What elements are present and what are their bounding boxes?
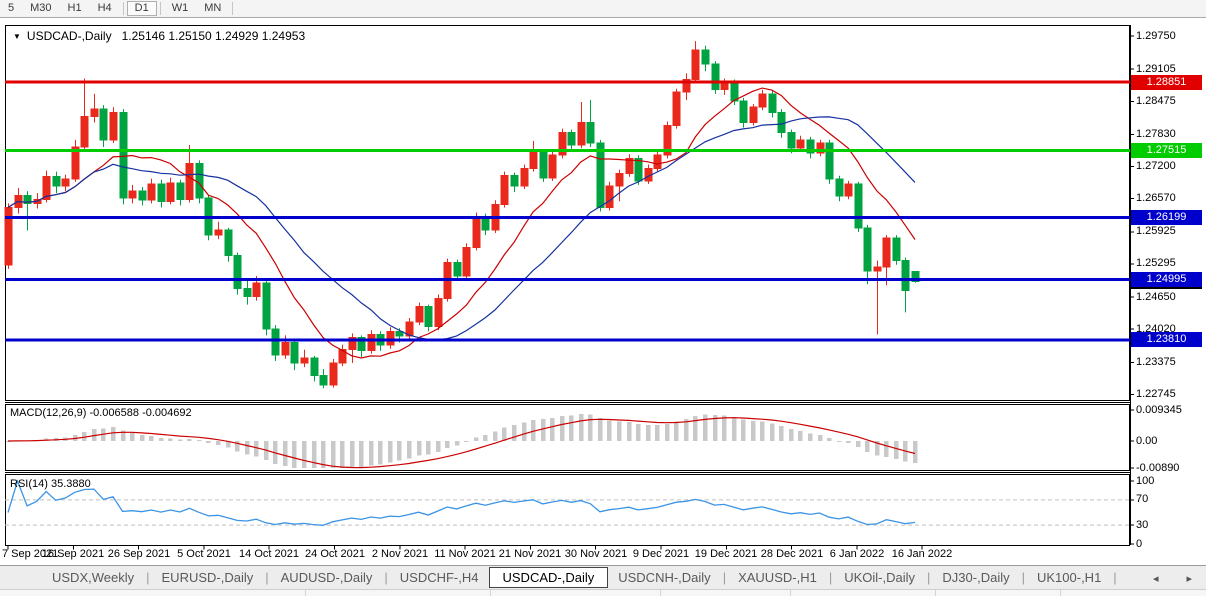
price-tick-label: 1.29750 bbox=[1136, 30, 1176, 42]
tab-scroll-left-icon[interactable]: ◂ bbox=[1152, 572, 1159, 585]
macd-tick-label: 0.00 bbox=[1136, 435, 1158, 447]
symbol-tab-usdx[interactable]: USDX,Weekly bbox=[52, 570, 135, 585]
chart-dropdown-icon[interactable]: ▼ bbox=[13, 32, 21, 41]
statusbar-cell-separator bbox=[305, 590, 306, 596]
timeframe-toolbar: 5 M30 H1 H4 D1 W1 MN bbox=[0, 0, 1206, 18]
date-tick-label: 9 Dec 2021 bbox=[632, 548, 690, 560]
symbol-tab-dj30[interactable]: DJ30-,Daily bbox=[942, 570, 1010, 585]
date-tick-label: 5 Oct 2021 bbox=[177, 548, 231, 560]
date-tick-label: 26 Sep 2021 bbox=[107, 548, 171, 560]
price-tick-label: 1.28475 bbox=[1136, 95, 1176, 107]
date-tick-label: 14 Oct 2021 bbox=[239, 548, 299, 560]
price-tick-label: 1.25295 bbox=[1136, 257, 1176, 269]
rsi-tick-label: 100 bbox=[1136, 475, 1155, 487]
tab-separator: | bbox=[384, 570, 388, 585]
price-tick-label: 1.22745 bbox=[1136, 388, 1176, 400]
ma-fast-line bbox=[7, 87, 916, 359]
timeframe-button-h4[interactable]: H4 bbox=[97, 2, 112, 14]
chart-ohlc-values: 1.25146 1.25150 1.24929 1.24953 bbox=[121, 29, 306, 43]
date-tick-label: 7 Sep 2021 bbox=[2, 548, 59, 560]
timeframe-button-d1[interactable]: D1 bbox=[126, 1, 157, 16]
tab-separator: | bbox=[1021, 570, 1025, 585]
symbol-tab-uk100[interactable]: UK100-,H1 bbox=[1036, 570, 1102, 585]
statusbar-cell-separator bbox=[490, 590, 491, 596]
price-tick-label: 1.27830 bbox=[1136, 128, 1176, 140]
tab-separator: | bbox=[722, 570, 727, 585]
tab-separator: | bbox=[146, 570, 150, 585]
date-tick-label: 24 Oct 2021 bbox=[305, 548, 365, 560]
price-tick-label: 1.25925 bbox=[1136, 225, 1176, 237]
tab-scroll-right-icon[interactable]: ▸ bbox=[1186, 572, 1192, 585]
date-tick-label: 16 Jan 2022 bbox=[891, 548, 953, 560]
date-tick-label: 16 Sep 2021 bbox=[41, 548, 105, 560]
chart-title: ▼ USDCAD-,Daily 1.25146 1.25150 1.24929 1.… bbox=[13, 29, 305, 43]
hline-price-badge: 1.24995 bbox=[1131, 272, 1202, 287]
date-tick-label: 30 Nov 2021 bbox=[564, 548, 628, 560]
rsi-tick-label: 30 bbox=[1136, 519, 1149, 531]
price-tick-label: 1.23375 bbox=[1136, 356, 1176, 368]
price-tick-label: 1.24650 bbox=[1136, 291, 1176, 303]
timeframe-button-h1[interactable]: H1 bbox=[67, 2, 82, 14]
statusbar-cell-separator bbox=[935, 590, 936, 596]
price-tick-label: 1.29105 bbox=[1136, 63, 1176, 75]
symbol-tab-bar: USDX,Weekly | EURUSD-,Daily | AUDUSD-,Daily |… bbox=[0, 565, 1206, 589]
macd-tick-label: -0.00890 bbox=[1136, 462, 1180, 474]
hline-price-badge: 1.28851 bbox=[1131, 75, 1202, 90]
statusbar-cell-separator bbox=[790, 590, 791, 596]
symbol-tab-usdcnh[interactable]: USDCNH-,Daily bbox=[618, 570, 711, 585]
rsi-line bbox=[7, 478, 916, 526]
hline-price-badge: 1.23810 bbox=[1131, 332, 1202, 347]
timeframe-button-m30[interactable]: M30 bbox=[30, 2, 52, 14]
timeframe-button-5[interactable]: 5 bbox=[8, 2, 15, 14]
date-tick-label: 2 Nov 2021 bbox=[371, 548, 429, 560]
symbol-tab-xauusd[interactable]: XAUUSD-,H1 bbox=[738, 570, 817, 585]
date-tick-label: 28 Dec 2021 bbox=[760, 548, 824, 560]
date-tick-label: 6 Jan 2022 bbox=[829, 548, 885, 560]
statusbar-cell-separator bbox=[1060, 590, 1061, 596]
status-bar bbox=[0, 589, 1206, 596]
tab-separator: | bbox=[1113, 570, 1117, 585]
macd-signal-line bbox=[7, 417, 916, 469]
candles-group bbox=[4, 41, 920, 389]
price-tick-label: 1.27200 bbox=[1136, 160, 1176, 172]
symbol-tab-ukoil[interactable]: UKOil-,Daily bbox=[844, 570, 916, 585]
rsi-tick-label: 70 bbox=[1136, 493, 1149, 505]
chart-symbol-label: USDCAD-,Daily bbox=[26, 29, 112, 43]
date-tick-label: 21 Nov 2021 bbox=[498, 548, 562, 560]
timeframe-button-w1[interactable]: W1 bbox=[171, 2, 189, 14]
macd-tick-label: 0.009345 bbox=[1136, 404, 1182, 416]
statusbar-cell-separator bbox=[660, 590, 661, 596]
rsi-indicator-label: RSI(14) 35.3880 bbox=[10, 478, 91, 490]
macd-indicator-label: MACD(12,26,9) -0.006588 -0.004692 bbox=[10, 407, 192, 419]
rsi-tick-label: 0 bbox=[1136, 538, 1143, 550]
symbol-tab-audusd[interactable]: AUDUSD-,Daily bbox=[280, 570, 373, 585]
hline-price-badge: 1.27515 bbox=[1131, 143, 1202, 158]
hline-price-badge: 1.26199 bbox=[1131, 210, 1202, 225]
symbol-tab-usdchf[interactable]: USDCHF-,H4 bbox=[399, 570, 479, 585]
date-tick-label: 19 Dec 2021 bbox=[694, 548, 758, 560]
timeframe-button-mn[interactable]: MN bbox=[204, 2, 222, 14]
ma-slow-line bbox=[7, 116, 916, 341]
tab-separator: | bbox=[828, 570, 833, 585]
price-tick-label: 1.26570 bbox=[1136, 192, 1176, 204]
date-tick-label: 11 Nov 2021 bbox=[434, 548, 496, 560]
tab-separator: | bbox=[927, 570, 931, 585]
symbol-tab-usdcad[interactable]: USDCAD-,Daily bbox=[488, 567, 609, 588]
symbol-tab-eurusd[interactable]: EURUSD-,Daily bbox=[161, 570, 254, 585]
macd-histogram bbox=[6, 413, 918, 468]
tab-separator: | bbox=[265, 570, 269, 585]
